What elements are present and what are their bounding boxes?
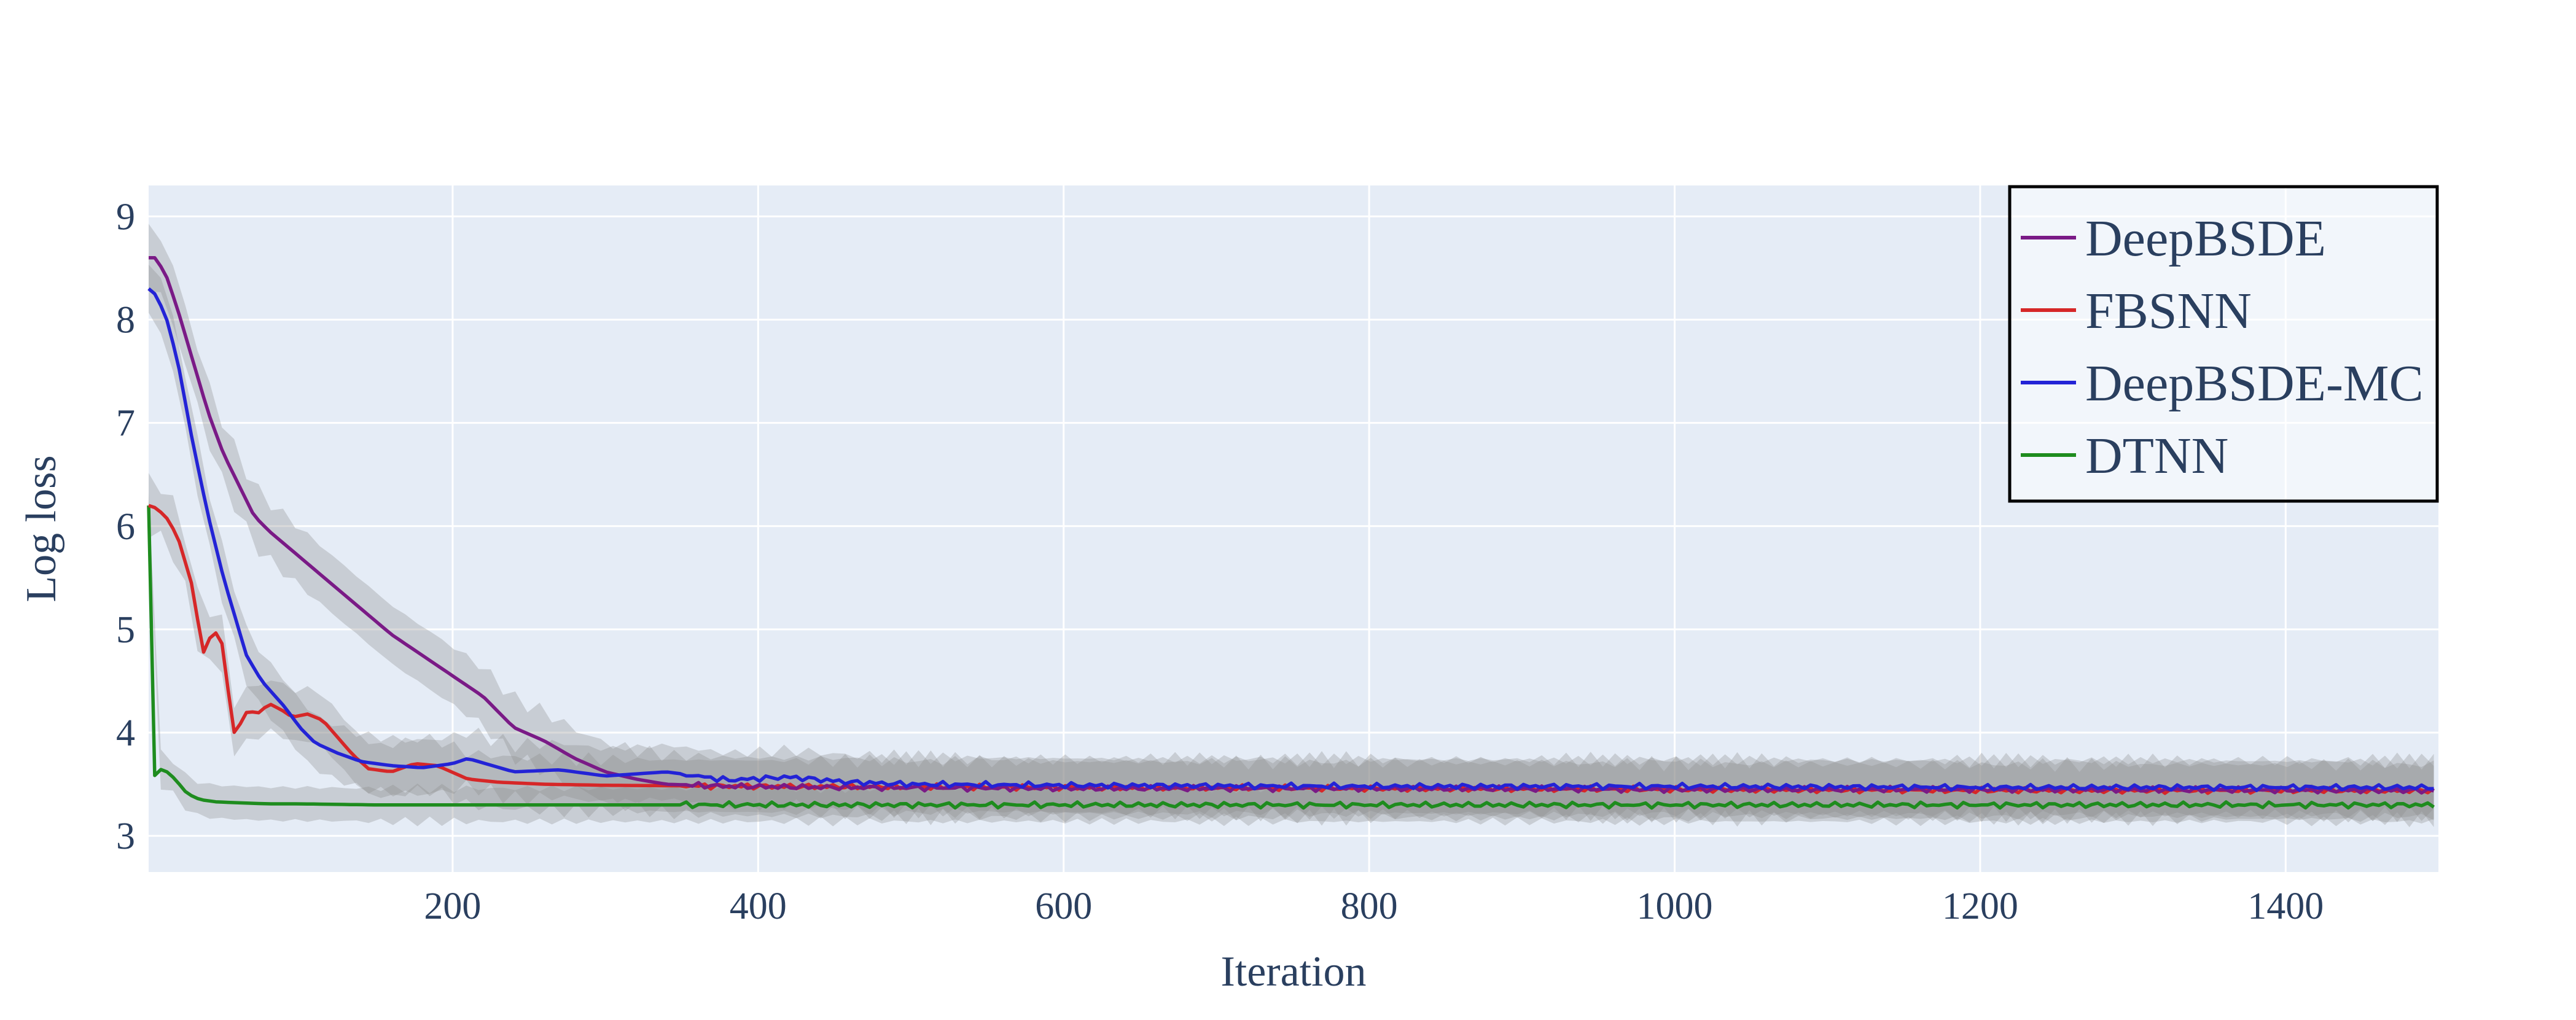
y-tick-label: 3 [116,816,135,857]
y-tick-label: 5 [116,609,135,651]
y-tick-labels: 3 4 5 6 7 8 9 [116,196,135,857]
grid-lines [149,185,2438,872]
x-axis-title: Iteration [1220,948,1366,995]
legend: DeepBSDE FBSNN DeepBSDE-MC DTNN [2008,185,2439,503]
x-tick-label: 600 [1035,886,1092,927]
y-axis-title: Log loss [18,455,65,602]
confidence-band [149,224,2434,827]
legend-label: DeepBSDE [2085,210,2326,267]
y-tick-label: 9 [116,196,135,238]
x-tick-label: 1200 [1942,886,2018,927]
legend-label: DeepBSDE-MC [2085,355,2424,412]
x-tick-label: 1000 [1637,886,1713,927]
legend-label: FBSNN [2085,282,2252,340]
y-tick-label: 7 [116,403,135,445]
x-tick-label: 400 [730,886,787,927]
confidence-band [149,264,2434,822]
y-tick-label: 6 [116,506,135,548]
legend-label: DTNN [2085,427,2228,485]
y-tick-label: 8 [116,300,135,341]
x-tick-label: 800 [1341,886,1398,927]
confidence-band [149,473,2434,824]
x-tick-label: 200 [424,886,481,927]
x-tick-label: 1400 [2247,886,2324,927]
series-line-deepbsde-mc [147,287,2434,792]
series-line-dtnn [147,505,2435,810]
x-tick-labels: 200 400 600 800 1000 1200 1400 [424,886,2324,927]
series-line-deepbsde [149,255,2435,795]
series-lines [147,255,2435,810]
y-tick-label: 4 [116,712,135,754]
legend-box [2008,185,2439,503]
